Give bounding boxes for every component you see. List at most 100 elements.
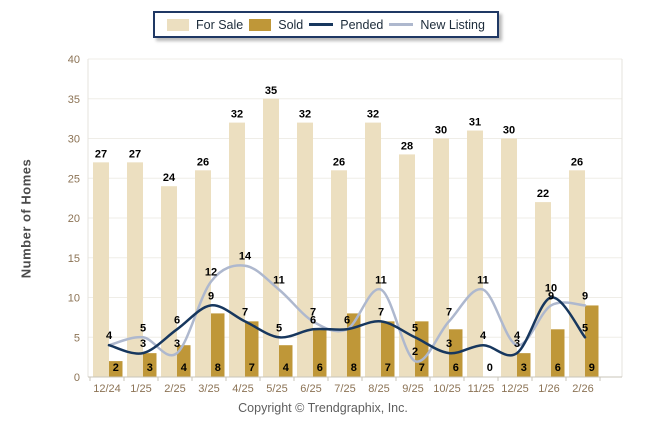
- sold-bar: [177, 345, 191, 377]
- sold-value-label: 2: [113, 362, 119, 374]
- pended-line: [107, 296, 587, 357]
- new-listing-value-label: 14: [239, 251, 252, 263]
- for-sale-bar: [127, 162, 143, 377]
- sold-bar: [211, 313, 225, 377]
- legend-label-pended: Pended: [340, 17, 384, 32]
- for-sale-value-label: 32: [367, 109, 379, 121]
- for-sale-bar: [263, 98, 279, 377]
- for-sale-value-label: 27: [95, 148, 107, 160]
- sold-value-label: 0: [487, 362, 493, 374]
- new-listing-value-label: 3: [174, 338, 180, 350]
- pended-value-label: 5: [582, 322, 588, 334]
- pended-value-label: 3: [446, 338, 452, 350]
- legend-item-new-listing: New Listing: [389, 18, 485, 32]
- x-tick-label: 2/25: [164, 383, 185, 395]
- pended-value-label: 5: [276, 322, 282, 334]
- for-sale-bar: [93, 162, 109, 377]
- sold-bar: [143, 353, 157, 377]
- for-sale-value-label: 22: [537, 188, 549, 200]
- sold-value-label: 8: [351, 362, 357, 374]
- x-tick-label: 12/24: [93, 383, 121, 395]
- sold-bar: [551, 329, 565, 377]
- x-tick-label: 7/25: [334, 383, 355, 395]
- y-tick-label: 5: [74, 332, 80, 344]
- for-sale-value-label: 24: [163, 172, 176, 184]
- for-sale-bar: [501, 138, 517, 377]
- for-sale-bar: [467, 130, 483, 377]
- new-listing-value-label: 4: [514, 330, 521, 342]
- for-sale-bar: [433, 138, 449, 377]
- legend-item-for-sale: For Sale: [167, 18, 243, 32]
- sold-bar: [313, 329, 327, 377]
- pended-value-label: 3: [514, 338, 520, 350]
- for-sale-bar: [331, 170, 347, 377]
- x-tick-label: 1/26: [538, 383, 559, 395]
- x-tick-label: 4/25: [232, 383, 253, 395]
- for-sale-swatch: [167, 18, 189, 31]
- sold-value-label: 6: [453, 362, 459, 374]
- for-sale-value-label: 32: [299, 109, 311, 121]
- for-sale-bar: [535, 202, 551, 377]
- new-listing-swatch: [389, 23, 414, 26]
- pended-value-label: 4: [480, 330, 487, 342]
- sold-bar: [245, 321, 259, 377]
- pended-value-label: 6: [344, 314, 350, 326]
- sold-value-label: 9: [589, 362, 595, 374]
- for-sale-value-label: 28: [401, 140, 413, 152]
- new-listing-value-label: 11: [477, 275, 489, 287]
- for-sale-value-label: 26: [333, 156, 345, 168]
- x-tick-label: 9/25: [402, 383, 423, 395]
- for-sale-value-label: 26: [571, 156, 583, 168]
- sold-value-label: 6: [317, 362, 323, 374]
- new-listing-value-label: 11: [273, 275, 285, 287]
- sold-bar: [585, 305, 599, 377]
- new-listing-value-label: 11: [375, 275, 387, 287]
- pended-swatch: [309, 23, 334, 26]
- for-sale-value-label: 32: [231, 109, 243, 121]
- x-tick-label: 1/25: [130, 383, 151, 395]
- sold-value-label: 6: [555, 362, 561, 374]
- pended-value-label: 6: [174, 314, 180, 326]
- pended-value-label: 5: [412, 322, 418, 334]
- for-sale-bar: [399, 154, 415, 377]
- for-sale-value-label: 31: [469, 117, 481, 129]
- pended-value-label: 4: [106, 330, 113, 342]
- legend-label-new-listing: New Listing: [420, 17, 485, 32]
- sold-bar: [415, 321, 429, 377]
- legend-label-sold: Sold: [278, 17, 304, 32]
- for-sale-value-label: 27: [129, 148, 141, 160]
- sold-value-label: 7: [385, 362, 391, 374]
- for-sale-bar: [569, 170, 585, 377]
- new-listing-value-label: 12: [205, 267, 217, 279]
- x-tick-label: 11/25: [468, 383, 495, 395]
- x-tick-label: 10/25: [433, 383, 461, 395]
- y-tick-label: 25: [68, 173, 80, 185]
- pended-value-label: 3: [140, 338, 146, 350]
- pended-value-label: 7: [242, 306, 248, 318]
- sold-value-label: 7: [249, 362, 255, 374]
- y-tick-label: 10: [68, 293, 80, 305]
- for-sale-bar: [161, 186, 177, 377]
- sold-value-label: 4: [283, 362, 290, 374]
- sold-value-label: 8: [215, 362, 221, 374]
- sold-swatch: [249, 18, 272, 31]
- y-tick-label: 30: [68, 134, 80, 146]
- y-tick-label: 0: [74, 372, 80, 384]
- pended-value-label: 6: [310, 314, 316, 326]
- legend: For Sale Sold Pended New Listing: [153, 11, 499, 38]
- for-sale-value-label: 30: [503, 125, 515, 137]
- x-tick-label: 2/26: [572, 383, 593, 395]
- new-listing-value-label: 7: [446, 306, 452, 318]
- new-listing-value-label: 9: [548, 290, 554, 302]
- pended-value-label: 7: [378, 306, 384, 318]
- legend-item-pended: Pended: [309, 18, 383, 32]
- legend-label-for-sale: For Sale: [196, 17, 244, 32]
- sold-bar: [279, 345, 293, 377]
- sold-value-label: 3: [147, 362, 153, 374]
- sold-bar: [381, 321, 395, 377]
- legend-item-sold: Sold: [249, 18, 303, 32]
- y-tick-label: 40: [68, 54, 80, 66]
- pended-value-label: 10: [545, 283, 557, 295]
